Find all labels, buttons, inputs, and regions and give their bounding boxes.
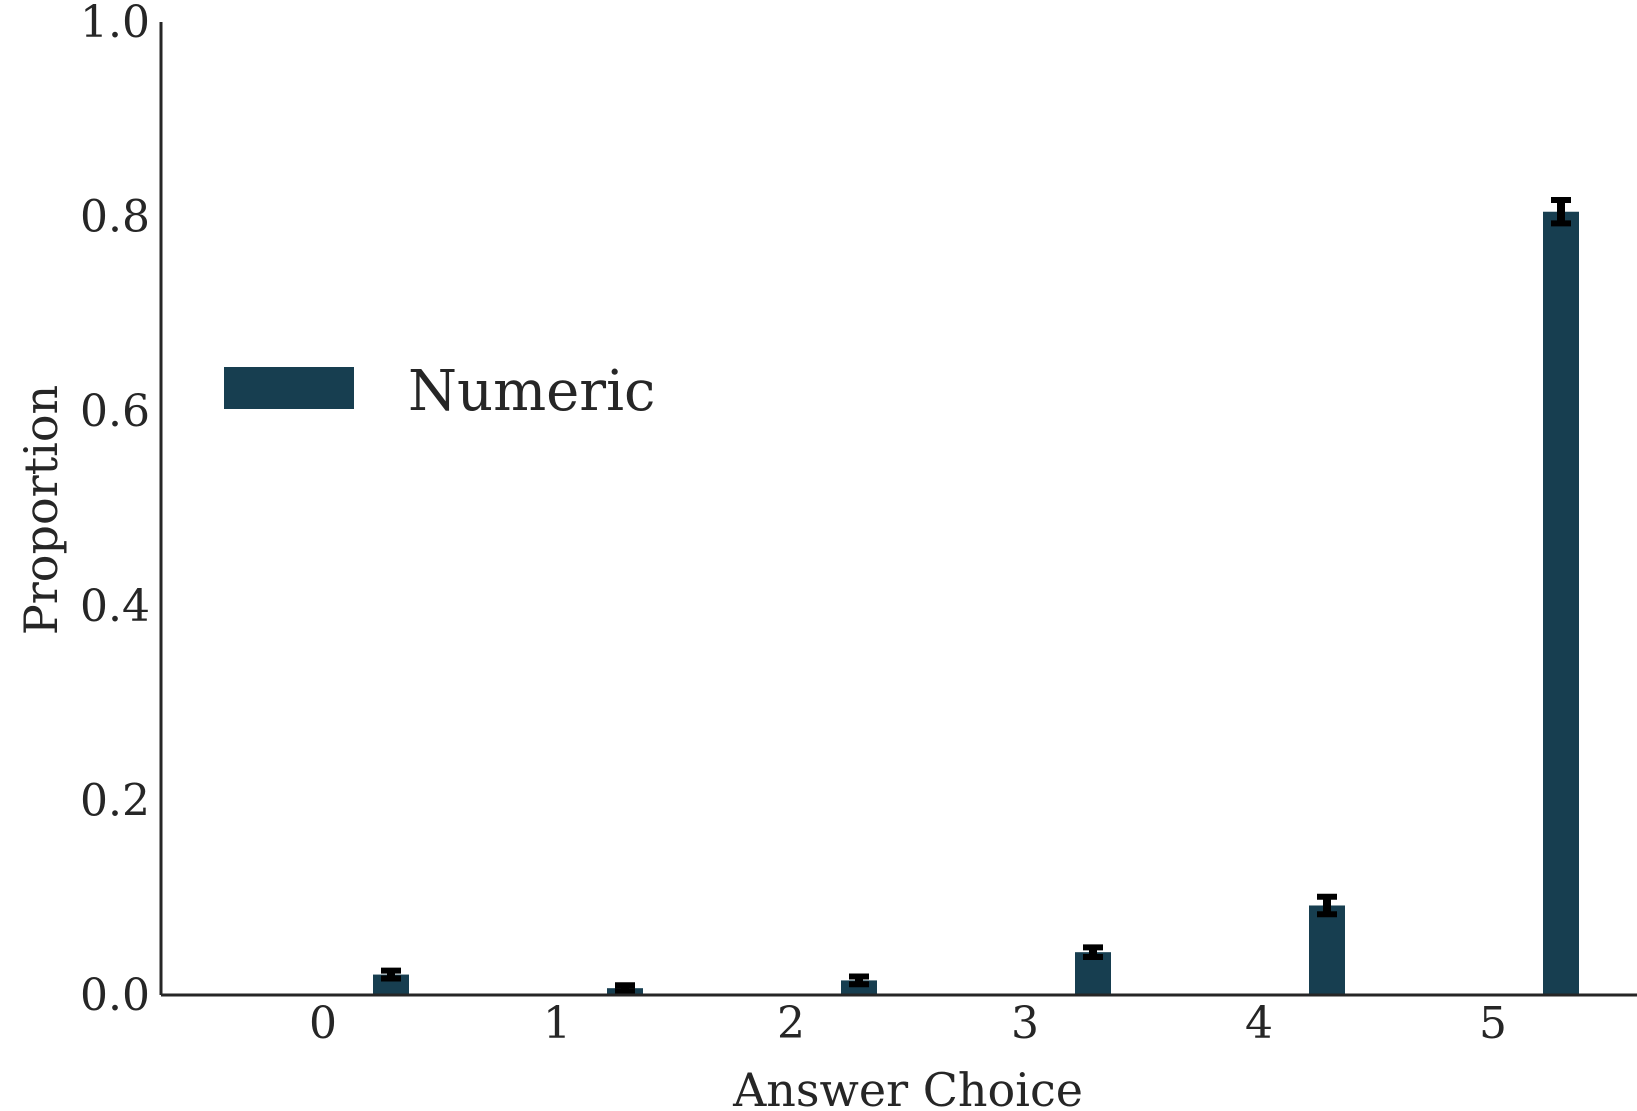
x-axis-ticks: 0 1 2 3 4 5 [309, 998, 1507, 1049]
y-axis-label: Proportion [14, 385, 68, 635]
y-tick-label: 0.8 [80, 192, 150, 243]
x-tick-label: 5 [1479, 998, 1507, 1049]
y-tick-label: 0.0 [80, 970, 150, 1021]
x-axis-label: Answer Choice [732, 1063, 1083, 1111]
x-tick-label: 4 [1245, 998, 1273, 1049]
y-tick-label: 0.2 [80, 775, 150, 826]
legend: Numeric [224, 359, 655, 424]
x-tick-label: 2 [777, 998, 805, 1049]
y-tick-label: 1.0 [80, 0, 150, 48]
legend-label: Numeric [408, 359, 655, 424]
y-axis-ticks: 0.0 0.2 0.4 0.6 0.8 1.0 [80, 0, 150, 1021]
x-tick-label: 0 [309, 998, 337, 1049]
y-tick-label: 0.6 [80, 386, 150, 437]
x-tick-label: 1 [543, 998, 571, 1049]
legend-swatch [224, 367, 354, 409]
bar [1309, 905, 1345, 995]
x-tick-label: 3 [1011, 998, 1039, 1049]
error-bars [381, 197, 1571, 995]
y-tick-label: 0.4 [80, 581, 150, 632]
bar [1543, 211, 1579, 996]
